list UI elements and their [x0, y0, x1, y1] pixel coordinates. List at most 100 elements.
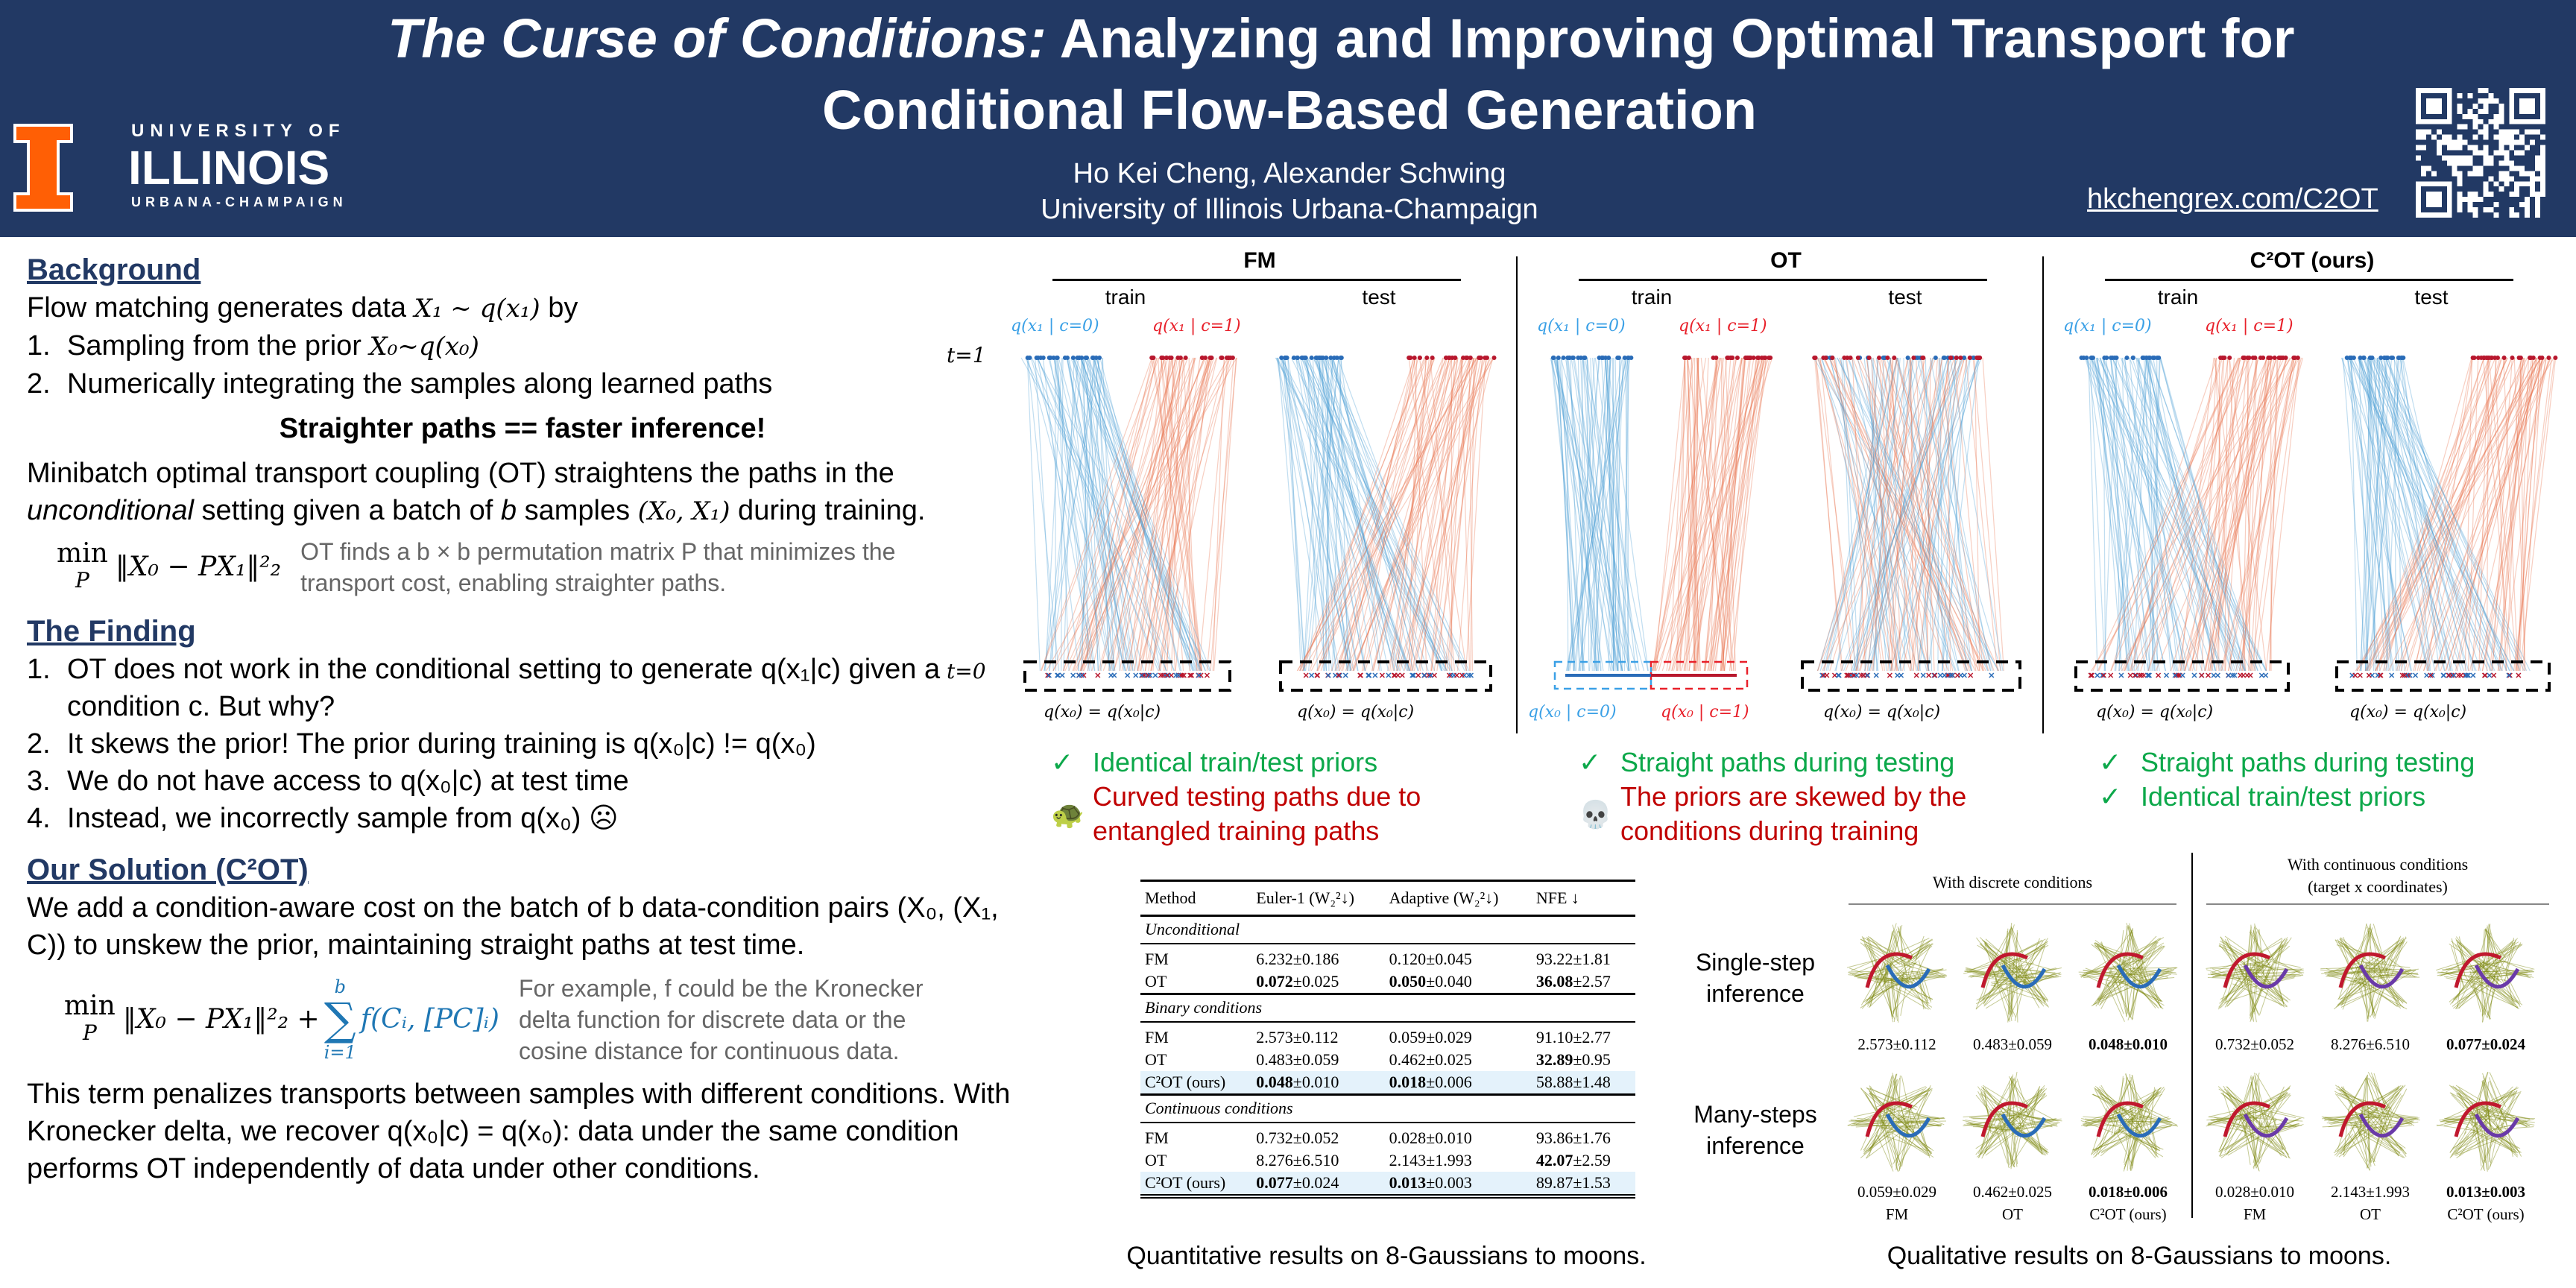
flow-path — [2247, 357, 2250, 672]
flow-line — [2015, 976, 2054, 979]
project-url-link[interactable]: hkchengrex.com/C2OT — [2087, 183, 2378, 215]
qr-module — [2504, 134, 2510, 140]
flow-path — [1863, 357, 1982, 672]
flow-line — [2249, 967, 2270, 1019]
flow-path — [2359, 357, 2430, 672]
flow-line — [2226, 1120, 2250, 1155]
flow-path — [2269, 357, 2279, 672]
flow-path — [1949, 357, 2004, 672]
qr-module — [2540, 176, 2545, 182]
flow-line — [2022, 944, 2046, 976]
sample-dot — [1551, 356, 1556, 360]
flow-path — [1553, 357, 1623, 672]
flow-path — [1894, 357, 1943, 672]
flow-line — [1912, 1093, 1928, 1133]
flow-line — [2374, 958, 2393, 1019]
qr-module — [2519, 139, 2525, 145]
flow-line — [2368, 929, 2372, 976]
qr-code-icon[interactable] — [2415, 88, 2546, 218]
flow-line — [1977, 944, 2030, 978]
flow-line — [1869, 1129, 1879, 1152]
qualitative-figure: With discrete conditions With continuous… — [1670, 850, 2576, 1230]
flow-path — [1144, 357, 1218, 672]
flow-path — [1079, 357, 1158, 672]
flow-line — [1981, 1115, 2004, 1159]
flow-path — [1048, 357, 1134, 672]
flow-line — [1881, 1073, 1898, 1109]
sample-dot — [1948, 356, 1953, 360]
flow-line — [2364, 1126, 2372, 1164]
flow-path — [1030, 357, 1126, 672]
flow-path — [2367, 357, 2386, 672]
flow-path — [1556, 357, 1618, 672]
flow-line — [2333, 1127, 2373, 1154]
flow-path — [2115, 357, 2232, 672]
sample-dot — [2147, 356, 2152, 360]
flow-path — [2112, 357, 2176, 672]
flow-line — [2451, 1085, 2498, 1116]
flow-line — [2258, 929, 2264, 976]
flow-line — [2489, 974, 2496, 1020]
ot-text-mid: samples — [517, 495, 638, 526]
flow-line — [1866, 1087, 1897, 1117]
flow-line — [2381, 1093, 2402, 1122]
qr-module — [2530, 181, 2536, 187]
adaptive-cell: 0.462±0.025 — [1385, 1049, 1532, 1071]
flow-line — [2224, 935, 2263, 963]
flow-line — [1963, 1114, 2007, 1118]
flow-path — [2471, 357, 2497, 672]
flow-path — [2090, 357, 2138, 672]
flow-path — [1317, 357, 1374, 672]
flow-path — [2406, 357, 2503, 672]
qr-module — [2488, 155, 2494, 161]
flow-path — [2358, 357, 2406, 672]
flow-line — [2221, 1093, 2264, 1126]
flow-path — [1575, 357, 1595, 672]
flow-line — [2127, 1120, 2133, 1171]
sample-dot — [2344, 356, 2349, 360]
flow-line — [1868, 1116, 1908, 1149]
flow-path — [2088, 357, 2098, 672]
flow-path — [1300, 357, 1359, 672]
flow-path — [2387, 357, 2545, 672]
flow-line — [2452, 969, 2501, 1007]
flow-path — [1363, 357, 1450, 672]
flow-line — [2131, 1136, 2144, 1164]
moon-c0 — [2096, 952, 2144, 988]
flow-path — [1947, 357, 1951, 672]
flow-line — [1976, 1117, 2021, 1158]
flow-line — [2011, 1081, 2033, 1111]
flow-line — [1861, 979, 1888, 1009]
flow-path — [2124, 357, 2148, 672]
flow-line — [1865, 969, 1891, 1004]
metric-value: 0.013±0.003 — [2446, 1183, 2526, 1201]
sample-dot — [2361, 356, 2366, 360]
qr-module — [2514, 192, 2520, 198]
flow-path — [2099, 357, 2223, 672]
flow-path — [1554, 357, 1604, 672]
qr-module — [2478, 150, 2484, 156]
flow-path — [1909, 357, 2002, 672]
value: 0.048 — [1256, 1073, 1293, 1091]
flow-line — [1891, 982, 1918, 1013]
flow-path — [1316, 357, 1429, 672]
flow-path — [1573, 357, 1623, 672]
discrete-group-rule — [1849, 903, 2176, 905]
flow-path — [2148, 357, 2160, 672]
flow-path — [1823, 357, 1898, 672]
flow-line — [1857, 977, 1908, 981]
flow-line — [2449, 963, 2494, 1003]
flow-line — [2124, 1124, 2131, 1170]
flow-path — [1611, 357, 1614, 672]
flow-line — [2337, 1085, 2367, 1117]
flow-path — [2366, 357, 2508, 672]
flow-line — [1999, 1119, 2056, 1133]
flow-path — [1688, 357, 1764, 672]
flow-path — [2101, 357, 2246, 672]
flow-path — [2159, 357, 2238, 672]
flow-path — [1163, 357, 1202, 672]
flow-line — [1890, 985, 1929, 1004]
flow-path — [1164, 357, 1213, 672]
qr-module — [2441, 139, 2447, 145]
qualitative-caption: Qualitative results on 8-Gaussians to mo… — [1887, 1242, 2392, 1270]
